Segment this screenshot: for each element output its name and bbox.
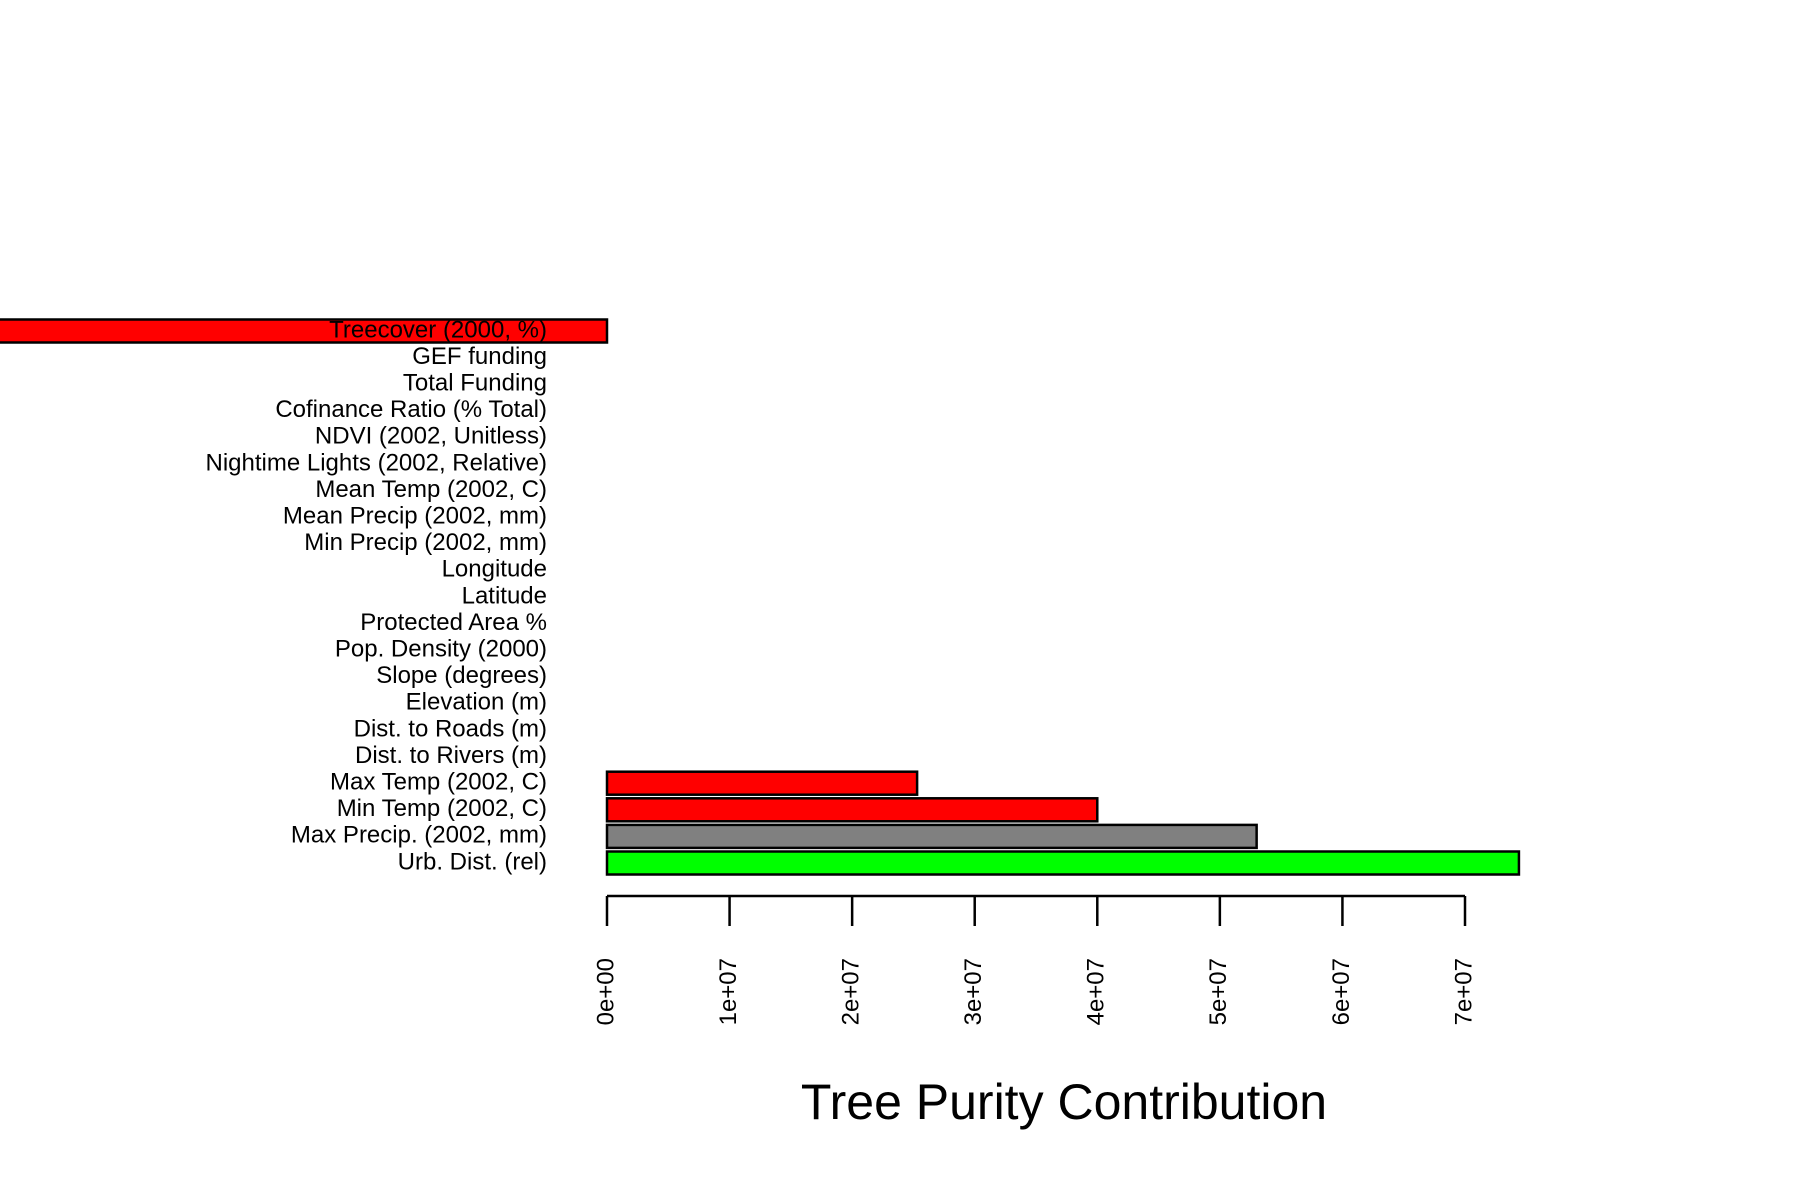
x-tick-label: 1e+07 [715, 958, 742, 1025]
y-tick-label: Max Precip. (2002, mm) [291, 822, 547, 849]
y-tick-label: GEF funding [412, 343, 547, 370]
y-tick-label: Protected Area % [360, 609, 547, 636]
y-tick-label: Pop. Density (2000) [335, 636, 547, 663]
x-tick-label: 6e+07 [1328, 958, 1355, 1025]
y-tick-label: NDVI (2002, Unitless) [315, 423, 547, 450]
y-tick-label: Treecover (2000, %) [329, 316, 547, 343]
bar [605, 823, 1258, 850]
x-tick-label: 3e+07 [960, 958, 987, 1025]
y-tick-label: Min Temp (2002, C) [337, 795, 547, 822]
y-tick-label: Elevation (m) [406, 689, 547, 716]
x-axis-title: Tree Purity Contribution [801, 1074, 1327, 1130]
x-tick-label: 7e+07 [1450, 958, 1477, 1025]
x-tick-label: 0e+00 [592, 958, 619, 1025]
y-tick-label: Total Funding [403, 370, 547, 397]
y-tick-label: Slope (degrees) [376, 662, 547, 689]
y-tick-label: Dist. to Roads (m) [354, 715, 547, 742]
x-tick-label: 4e+07 [1083, 958, 1110, 1025]
x-tick-label: 2e+07 [837, 958, 864, 1025]
y-tick-label: Dist. to Rivers (m) [355, 742, 547, 769]
x-tick-label: 5e+07 [1205, 958, 1232, 1025]
bar [605, 770, 919, 796]
y-tick-label: Max Temp (2002, C) [330, 769, 547, 796]
y-tick-label: Mean Precip (2002, mm) [283, 503, 547, 530]
y-tick-label: Urb. Dist. (rel) [398, 848, 547, 875]
bar [0, 318, 609, 344]
y-tick-label: Mean Temp (2002, C) [315, 476, 547, 503]
bar [605, 797, 1099, 823]
y-tick-label: Cofinance Ratio (% Total) [275, 396, 547, 423]
y-tick-label: Nightime Lights (2002, Relative) [206, 449, 548, 476]
y-tick-label: Min Precip (2002, mm) [304, 529, 547, 556]
bar [605, 850, 1521, 876]
y-tick-label: Latitude [462, 582, 547, 609]
y-tick-label: Longitude [442, 556, 547, 583]
